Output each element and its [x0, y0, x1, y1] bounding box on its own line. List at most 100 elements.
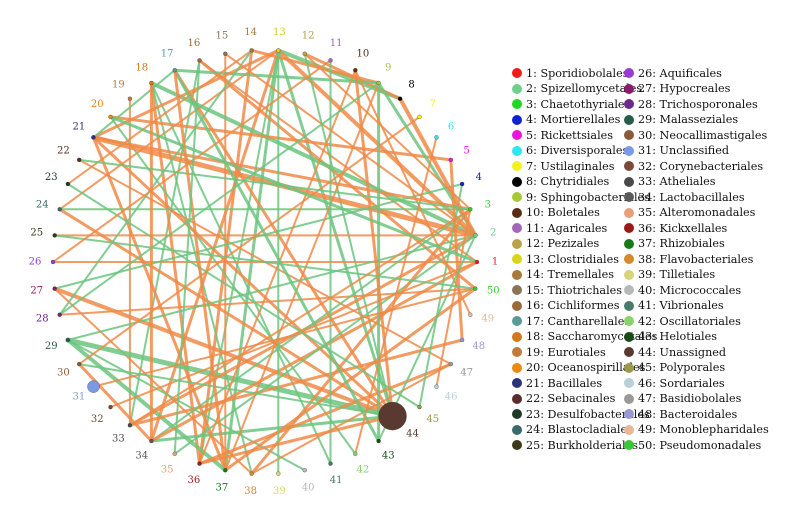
legend-item-16: 16: Cichliformes [512, 297, 620, 315]
edge-8-2 [398, 96, 478, 238]
legend-item-45: 45: Polyporales [624, 359, 725, 377]
edge-29-44 [65, 337, 395, 419]
legend-item-33: 33: Atheliales [624, 173, 716, 191]
legend-item-40: 40: Micrococcales [624, 281, 741, 299]
node-label-36: 36 [188, 475, 201, 486]
legend-text-17: 17: Cantharellales [526, 314, 631, 328]
legend-swatch-3 [512, 99, 522, 109]
legend-text-39: 39: Tilletiales [638, 268, 716, 281]
node-42 [353, 451, 358, 456]
legend-item-41: 41: Vibrionales [624, 297, 724, 315]
legend-item-7: 7: Ustilaginales [512, 157, 615, 175]
legend-item-32: 32: Corynebacteriales [624, 157, 763, 175]
legend-swatch-14 [512, 269, 522, 280]
node-15 [223, 51, 228, 56]
edge-25-50 [53, 234, 477, 290]
legend-item-6: 6: Diversisporales [512, 142, 628, 160]
legend-swatch-37 [624, 238, 634, 249]
legend-swatch-49 [624, 424, 634, 435]
legend-item-21: 21: Bacillales [512, 374, 602, 392]
legend-text-33: 33: Atheliales [638, 175, 716, 188]
node-1 [474, 259, 480, 265]
edge-43-17 [173, 68, 381, 443]
node-18 [149, 80, 154, 86]
legend-text-37: 37: Rhizobiales [638, 237, 725, 250]
node-label-24: 24 [36, 199, 49, 210]
legend-item-2: 2: Spizellomycetales [512, 80, 642, 98]
legend-text-6: 6: Diversisporales [526, 144, 629, 157]
node-label-4: 4 [476, 172, 482, 183]
legend-item-30: 30: Neocallimastigales [624, 126, 767, 144]
node-44 [378, 401, 407, 431]
legend-swatch-16 [512, 300, 522, 311]
legend-text-4: 4: Mortierellales [526, 113, 621, 126]
legend-item-49: 49: Monoblepharidales [624, 421, 769, 439]
legend-swatch-19 [512, 347, 522, 357]
node-20 [108, 114, 113, 120]
edge-10-49 [354, 69, 472, 316]
node-31 [87, 380, 100, 393]
node-50 [473, 286, 478, 291]
legend-text-11: 11: Agaricales [526, 221, 608, 235]
legend-item-29: 29: Malasseziales [624, 111, 738, 129]
legend-text-45: 45: Polyporales [638, 361, 726, 374]
legend-text-19: 19: Eurotiales [526, 345, 606, 359]
legend-item-47: 47: Basidiobolales [624, 390, 741, 408]
node-label-33: 33 [112, 434, 125, 445]
edge-36-47 [198, 362, 453, 466]
legend-swatch-42 [624, 316, 634, 326]
legend-text-46: 46: Sordariales [638, 376, 725, 390]
edge-18-36 [149, 81, 201, 466]
node-label-9: 9 [385, 62, 391, 73]
legend-text-27: 27: Hypocreales [638, 82, 731, 95]
legend-text-36: 36: Kickxellales [638, 221, 728, 235]
edge-38-47 [250, 363, 452, 475]
legend-item-44: 44: Unassigned [624, 343, 726, 361]
legend-text-13: 13: Clostridiales [526, 252, 619, 266]
node-35 [172, 451, 177, 456]
node-label-27: 27 [30, 285, 43, 296]
legend-text-21: 21: Bacillales [526, 376, 603, 390]
node-6 [434, 135, 439, 140]
node-19 [127, 96, 133, 101]
edge-29-37 [65, 338, 228, 473]
legend-text-20: 20: Oceanospirillales [526, 361, 646, 374]
edge-13-34 [149, 48, 280, 443]
node-label-37: 37 [216, 482, 229, 493]
legend-item-22: 22: Sebacinales [512, 390, 615, 408]
node-label-15: 15 [216, 31, 229, 42]
legend-item-20: 20: Oceanospirillales [512, 359, 645, 377]
edge-38-3 [250, 207, 472, 476]
node-label-20: 20 [91, 99, 104, 110]
edge-16-33 [128, 59, 201, 427]
legend-text-47: 47: Basidiobolales [638, 392, 742, 405]
node-24 [57, 207, 62, 212]
node-label-29: 29 [45, 341, 58, 352]
edge-17-9 [173, 68, 381, 85]
node-label-40: 40 [302, 482, 315, 493]
node-label-48: 48 [472, 341, 485, 352]
node-label-45: 45 [426, 414, 439, 425]
legend-swatch-24 [512, 424, 522, 435]
legend-text-24: 24: Blastocladiales [526, 423, 633, 436]
legend-item-50: 50: Pseudomonadales [624, 436, 761, 454]
edge-27-4 [53, 183, 464, 290]
legend-text-31: 31: Unclassified [638, 144, 730, 157]
legend-swatch-1 [512, 68, 522, 78]
legend-text-44: 44: Unassigned [638, 345, 727, 359]
legend-swatch-22 [512, 393, 522, 404]
legend-swatch-7 [512, 161, 522, 171]
legend-item-3: 3: Chaetothyriales [512, 95, 630, 113]
node-33 [127, 423, 133, 428]
node-label-18: 18 [135, 62, 148, 73]
node-23 [65, 181, 71, 187]
legend-text-9: 9: Sphingobacteriales [526, 190, 650, 204]
legend-text-49: 49: Monoblepharidales [638, 423, 769, 436]
node-label-44: 44 [406, 429, 419, 440]
legend-item-36: 36: Kickxellales [624, 219, 727, 237]
edge-21-17 [92, 69, 176, 139]
edge-23-45 [66, 183, 421, 409]
node-label-50: 50 [487, 285, 500, 296]
legend-item-38: 38: Flavobacteriales [624, 250, 753, 268]
legend-swatch-45 [624, 362, 634, 373]
